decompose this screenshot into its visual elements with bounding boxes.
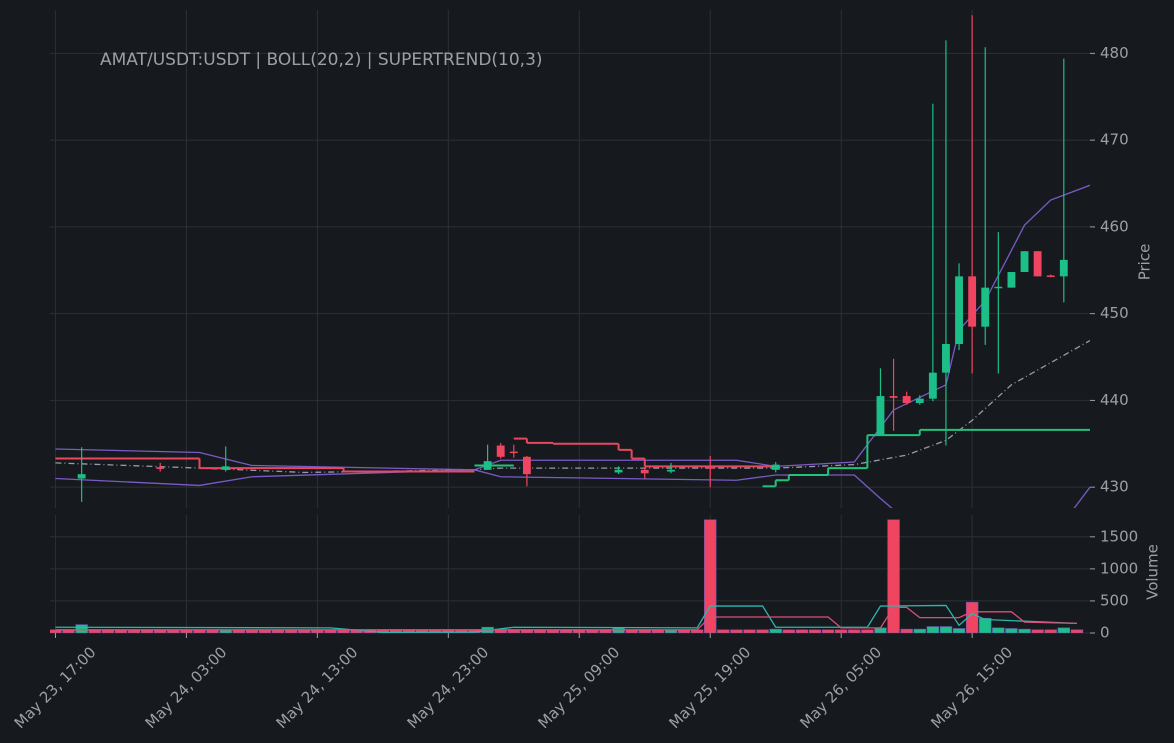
bollinger-band bbox=[55, 469, 1090, 508]
candle-body bbox=[915, 398, 924, 404]
volume-bar bbox=[756, 629, 769, 633]
volume-bar bbox=[861, 629, 874, 633]
volume-bar bbox=[1070, 629, 1084, 633]
candle-body bbox=[1020, 251, 1029, 273]
y-tick-label: 1000 bbox=[1100, 559, 1138, 577]
y-tick-label: 470 bbox=[1100, 131, 1129, 149]
y-tick-label: 500 bbox=[1100, 591, 1129, 609]
volume-bar bbox=[913, 628, 926, 633]
x-tick-label: May 24, 23:00 bbox=[404, 643, 493, 732]
x-tick-label: May 26, 15:00 bbox=[927, 643, 1016, 732]
candle-body bbox=[706, 467, 715, 469]
candle-body bbox=[968, 276, 977, 327]
candle-body bbox=[1033, 251, 1042, 277]
volume-bar bbox=[1005, 628, 1018, 633]
volume-bar bbox=[795, 629, 809, 633]
volume-bar bbox=[75, 624, 88, 633]
volume-bar bbox=[992, 627, 1005, 633]
candle-body bbox=[928, 372, 937, 399]
volume-bar bbox=[743, 629, 756, 633]
y-tick-label: 0 bbox=[1100, 624, 1110, 642]
candle-body bbox=[614, 469, 623, 473]
candle-body bbox=[640, 469, 649, 474]
candle-body bbox=[667, 469, 675, 472]
candle-body bbox=[876, 396, 885, 436]
volume-bar bbox=[1018, 628, 1031, 633]
x-tick-label: May 25, 19:00 bbox=[665, 643, 754, 732]
y-axis-label: Volume bbox=[1144, 544, 1162, 600]
volume-bar bbox=[1031, 629, 1044, 633]
y-tick-label: 480 bbox=[1100, 44, 1129, 62]
candle-body bbox=[496, 445, 505, 457]
volume-bar bbox=[874, 627, 887, 633]
candle-body bbox=[77, 474, 86, 479]
volume-bar bbox=[808, 629, 822, 633]
candle-body bbox=[156, 467, 165, 469]
candle-body bbox=[889, 396, 898, 398]
candle-body bbox=[902, 396, 911, 404]
candle-body bbox=[522, 456, 531, 475]
volume-bar bbox=[848, 629, 861, 633]
candle-body bbox=[1059, 259, 1068, 277]
volume-bar bbox=[887, 519, 900, 633]
y-tick-label: 1500 bbox=[1100, 527, 1138, 545]
volume-bar bbox=[939, 626, 953, 633]
volume-bar bbox=[1057, 627, 1071, 633]
y-tick-label: 450 bbox=[1100, 304, 1129, 322]
volume-bar bbox=[834, 629, 848, 633]
y-tick-label: 460 bbox=[1100, 217, 1129, 235]
bollinger-band bbox=[55, 184, 1090, 471]
volume-bar bbox=[730, 629, 743, 633]
x-tick-label: May 24, 03:00 bbox=[142, 643, 231, 732]
volume-bar bbox=[952, 628, 966, 633]
volume-bar bbox=[1044, 629, 1057, 633]
candle-body bbox=[771, 464, 780, 470]
volume-bar bbox=[769, 628, 782, 633]
x-tick-label: May 25, 09:00 bbox=[535, 643, 624, 732]
candle-body bbox=[221, 466, 230, 470]
x-tick-label: May 23, 17:00 bbox=[11, 643, 100, 732]
volume-average bbox=[55, 604, 1077, 633]
volume-bar bbox=[979, 617, 992, 633]
candle-body bbox=[994, 286, 1003, 289]
chart-title: AMAT/USDT:USDT | BOLL(20,2) | SUPERTREND… bbox=[100, 50, 543, 70]
y-tick-label: 430 bbox=[1100, 478, 1129, 496]
volume-bar bbox=[926, 626, 940, 633]
bollinger-band bbox=[55, 339, 1090, 474]
candle-body bbox=[1007, 272, 1016, 288]
candle-body bbox=[942, 344, 950, 373]
volume-bar bbox=[821, 629, 835, 633]
volume-bar bbox=[782, 629, 795, 633]
candle-body bbox=[1046, 275, 1055, 277]
candle-body bbox=[955, 276, 963, 345]
x-tick-label: May 26, 05:00 bbox=[796, 643, 885, 732]
x-tick-label: May 24, 13:00 bbox=[273, 643, 362, 732]
volume-bar bbox=[704, 519, 717, 633]
candle-body bbox=[981, 287, 990, 327]
volume-average bbox=[55, 606, 1077, 631]
volume-bar bbox=[900, 628, 913, 633]
y-tick-label: 440 bbox=[1100, 391, 1129, 409]
candle-body bbox=[509, 451, 518, 454]
candle-body bbox=[483, 461, 492, 470]
volume-bar bbox=[965, 601, 979, 633]
y-axis-label: Price bbox=[1136, 244, 1154, 281]
volume-bar bbox=[717, 629, 730, 633]
